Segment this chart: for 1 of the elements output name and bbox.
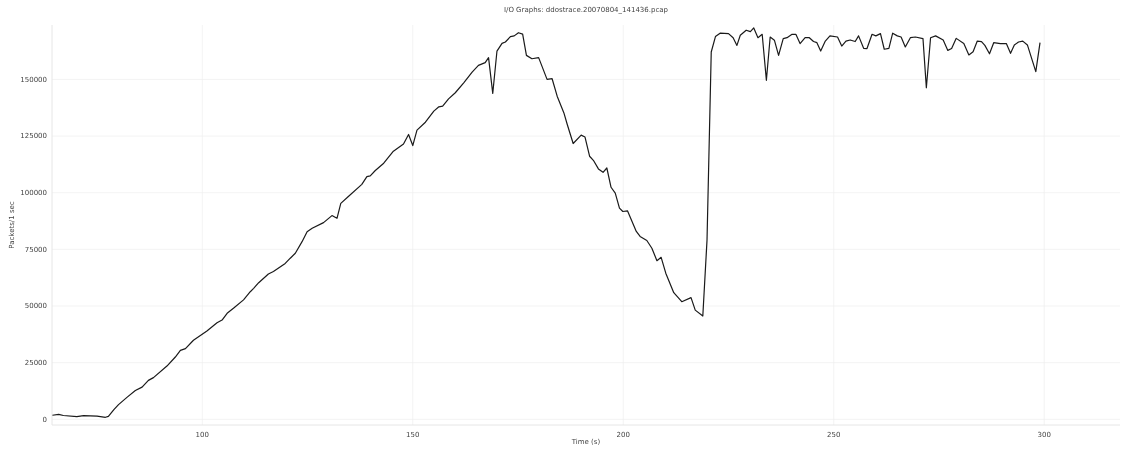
line-series (51, 27, 1041, 418)
